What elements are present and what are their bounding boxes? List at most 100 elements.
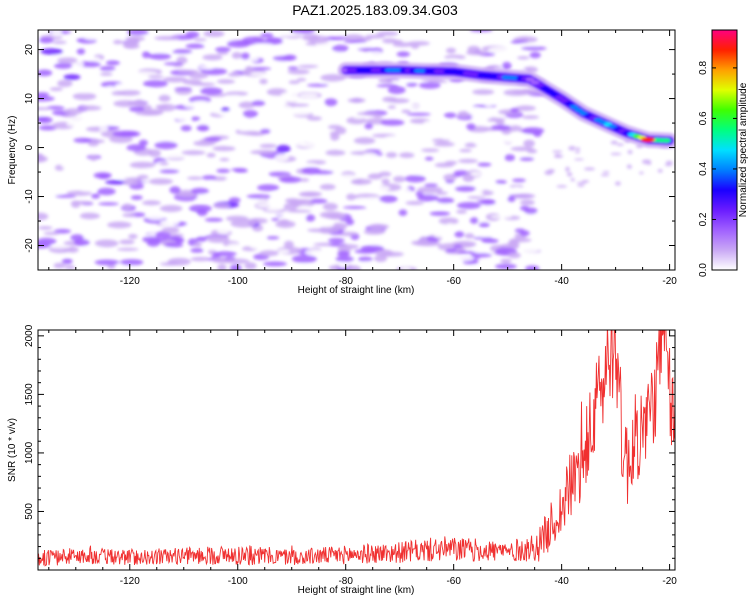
spectrogram-noise-blob bbox=[656, 163, 665, 166]
spectrogram-noise-blob bbox=[373, 255, 388, 262]
spectrogram-noise-blob bbox=[113, 100, 138, 107]
spectrogram-noise-blob bbox=[135, 110, 162, 116]
spectrogram-noise-blob bbox=[98, 202, 119, 206]
spectrogram-noise-blob bbox=[238, 126, 256, 132]
spectrogram-noise-blob bbox=[661, 183, 668, 188]
spectrogram-noise-blob bbox=[519, 157, 535, 161]
spectrogram-noise-blob bbox=[184, 230, 209, 235]
spectrogram-noise-blob bbox=[123, 179, 140, 186]
spectrogram-noise-blob bbox=[347, 159, 364, 166]
spectrogram-noise-blob bbox=[472, 104, 497, 108]
spectrogram-noise-blob bbox=[401, 138, 412, 143]
spectrogram-noise-blob bbox=[419, 81, 441, 89]
spectrogram-noise-blob bbox=[452, 101, 474, 107]
spectrogram-noise-blob bbox=[246, 194, 271, 199]
signal-track-cell bbox=[564, 101, 574, 106]
spectrogram-noise-blob bbox=[66, 190, 92, 196]
spectrogram-noise-blob bbox=[38, 143, 47, 147]
spectrogram-noise-blob bbox=[480, 154, 505, 158]
spectrogram-noise-blob bbox=[229, 264, 242, 270]
spectrogram-noise-blob bbox=[444, 112, 457, 119]
spectrogram-noise-blob bbox=[345, 218, 355, 226]
spectrogram-noise-blob bbox=[57, 44, 81, 48]
spectrogram-noise-blob bbox=[495, 180, 507, 184]
spectrogram-noise-blob bbox=[454, 231, 465, 238]
spectrogram-noise-blob bbox=[176, 56, 188, 65]
spectrogram-noise-blob bbox=[547, 169, 555, 173]
spectrogram-noise-blob bbox=[296, 78, 307, 82]
spectrogram-noise-blob bbox=[608, 135, 613, 141]
spectrogram-noise-blob bbox=[593, 146, 600, 151]
spectrogram-noise-blob bbox=[202, 246, 221, 251]
spectrogram-noise-blob bbox=[180, 213, 197, 219]
spectrogram-noise-blob bbox=[148, 62, 158, 70]
spectrogram-noise-blob bbox=[396, 51, 410, 57]
spectrogram-noise-blob bbox=[89, 154, 98, 161]
spectrogram-noise-blob bbox=[38, 154, 45, 162]
spectrogram-noise-blob bbox=[300, 142, 318, 148]
y-tick-label: 0 bbox=[24, 144, 35, 150]
spectrogram-noise-blob bbox=[332, 113, 344, 118]
spectrogram-noise-blob bbox=[308, 45, 322, 51]
spectrogram-noise-blob bbox=[38, 95, 55, 102]
spectrogram-noise-blob bbox=[80, 245, 104, 251]
spectrogram-noise-blob bbox=[63, 98, 72, 105]
spectrogram-noise-blob bbox=[79, 212, 100, 220]
spectrogram-noise-blob bbox=[105, 180, 128, 185]
spectrogram-noise-blob bbox=[454, 185, 476, 192]
spectrogram-noise-blob bbox=[113, 39, 123, 45]
spectrogram-noise-blob bbox=[309, 198, 328, 204]
spectrogram-noise-blob bbox=[100, 72, 113, 76]
spectrogram-noise-blob bbox=[443, 174, 457, 181]
spectrogram-noise-blob bbox=[336, 139, 360, 145]
spectrogram-noise-blob bbox=[123, 177, 144, 181]
spectrogram-noise-blob bbox=[373, 113, 383, 118]
spectrogram-noise-blob bbox=[256, 203, 274, 208]
spectrogram-noise-blob bbox=[521, 127, 545, 135]
spectrogram-noise-blob bbox=[90, 221, 104, 228]
spectrogram-noise-blob bbox=[220, 107, 231, 112]
spectrogram-noise-blob bbox=[147, 75, 164, 79]
spectrogram-noise-blob bbox=[552, 150, 563, 153]
spectrogram-noise-blob bbox=[215, 46, 231, 53]
spectrogram-noise-blob bbox=[553, 154, 564, 158]
y-tick-label: 10 bbox=[24, 93, 35, 105]
spectrogram-noise-blob bbox=[621, 160, 634, 164]
spectrogram-noise-blob bbox=[204, 217, 223, 222]
spectrogram-noise-blob bbox=[384, 135, 405, 141]
snr-panel: -120 -100 -80 -60 -40 -20 500 1000 1500 2000 Heig… bbox=[7, 324, 677, 596]
spectrogram-noise-blob bbox=[411, 43, 420, 49]
spectrogram-noise-blob bbox=[641, 159, 652, 165]
spectrogram-noise-blob bbox=[163, 62, 183, 66]
spectrogram-noise-blob bbox=[38, 116, 53, 124]
spectrogram-noise-blob bbox=[153, 92, 177, 97]
spectrogram-noise-blob bbox=[391, 79, 415, 84]
spectrogram-noise-blob bbox=[507, 196, 516, 202]
spectrogram-noise-blob bbox=[379, 235, 391, 243]
spectrogram-noise-blob bbox=[304, 249, 326, 256]
spectrogram-noise-blob bbox=[426, 100, 452, 105]
spectrogram-noise-blob bbox=[120, 170, 130, 177]
spectrogram-noise-blob bbox=[297, 211, 307, 220]
spectrogram-noise-blob bbox=[244, 262, 257, 270]
spectrogram-noise-blob bbox=[287, 69, 310, 75]
spectrogram-noise-blob bbox=[337, 250, 350, 258]
spectrogram-noise-blob bbox=[522, 115, 539, 119]
spectrogram-noise-blob bbox=[181, 150, 206, 156]
spectrogram-noise-blob bbox=[241, 130, 261, 136]
spectrogram-noise-blob bbox=[41, 197, 50, 203]
spectrogram-noise-blob bbox=[80, 105, 102, 111]
spectrogram-noise-blob bbox=[638, 152, 650, 156]
spectrogram-noise-blob bbox=[566, 172, 573, 177]
spectrogram-noise-blob bbox=[148, 133, 159, 137]
spectrogram-noise-blob bbox=[131, 71, 158, 76]
spectrogram-noise-blob bbox=[399, 104, 422, 108]
spectrogram-noise-blob bbox=[195, 236, 208, 242]
spectrogram-noise-blob bbox=[61, 258, 73, 265]
spectrogram-noise-blob bbox=[119, 239, 135, 245]
spectrogram-noise-blob bbox=[297, 64, 319, 69]
signal-track-cell bbox=[559, 98, 569, 103]
spectrogram-noise-blob bbox=[148, 256, 157, 264]
spectrogram-noise-blob bbox=[324, 98, 338, 107]
spectrogram-noise-blob bbox=[299, 178, 310, 182]
